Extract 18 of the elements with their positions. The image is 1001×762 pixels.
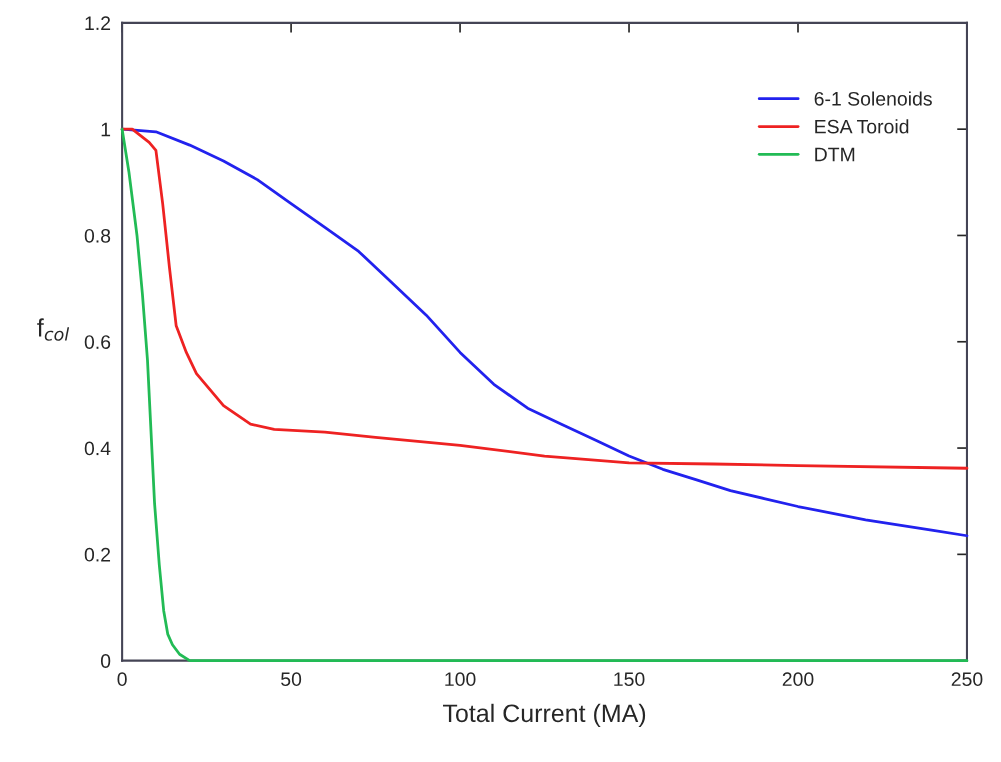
- y-tick-label: 0: [100, 654, 111, 668]
- y-tick-label: 1: [101, 122, 111, 137]
- x-tick-label: 50: [281, 672, 302, 687]
- y-axis-title: f$_{col}$: [37, 318, 70, 341]
- legend-label: ESA Toroid: [815, 119, 909, 134]
- x-tick-label: 0: [117, 672, 127, 687]
- y-tick-label: 0.6: [84, 335, 111, 349]
- x-tick-label: 250: [951, 672, 983, 687]
- y-tick-label: 0.8: [84, 228, 111, 243]
- legend-label: DTM: [815, 147, 855, 162]
- x-axis-title: Total Current (MA): [443, 703, 646, 728]
- x-tick-label: 150: [614, 672, 645, 687]
- x-tick-label: 200: [782, 672, 814, 687]
- legend-label: 6-1 Solenoids: [814, 91, 932, 106]
- y-tick-label: 1.2: [85, 16, 111, 30]
- y-tick-label: 0.4: [84, 441, 111, 456]
- x-tick-label: 100: [445, 672, 476, 687]
- y-tick-label: 0.2: [84, 547, 111, 562]
